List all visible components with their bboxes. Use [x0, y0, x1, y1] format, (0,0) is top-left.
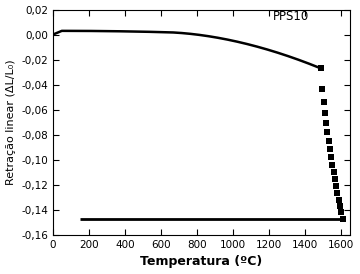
Point [332, 177, 338, 181]
Y-axis label: Retração linear (ΔL/L₀): Retração linear (ΔL/L₀) [5, 59, 15, 185]
Point [333, 184, 339, 189]
Point [327, 147, 333, 152]
X-axis label: Temperatura (ºC): Temperatura (ºC) [140, 255, 262, 269]
Point [334, 191, 340, 195]
Point [321, 100, 327, 104]
Point [329, 162, 335, 167]
Text: PPS10: PPS10 [273, 10, 309, 22]
Point [326, 139, 332, 143]
Point [324, 130, 330, 135]
Point [318, 66, 324, 71]
Point [322, 111, 328, 115]
Point [331, 170, 337, 174]
Point [328, 155, 334, 159]
Point [338, 210, 344, 215]
Point [323, 121, 329, 125]
Point [319, 87, 325, 91]
Point [337, 204, 343, 208]
Point [340, 216, 346, 221]
Point [336, 198, 342, 202]
